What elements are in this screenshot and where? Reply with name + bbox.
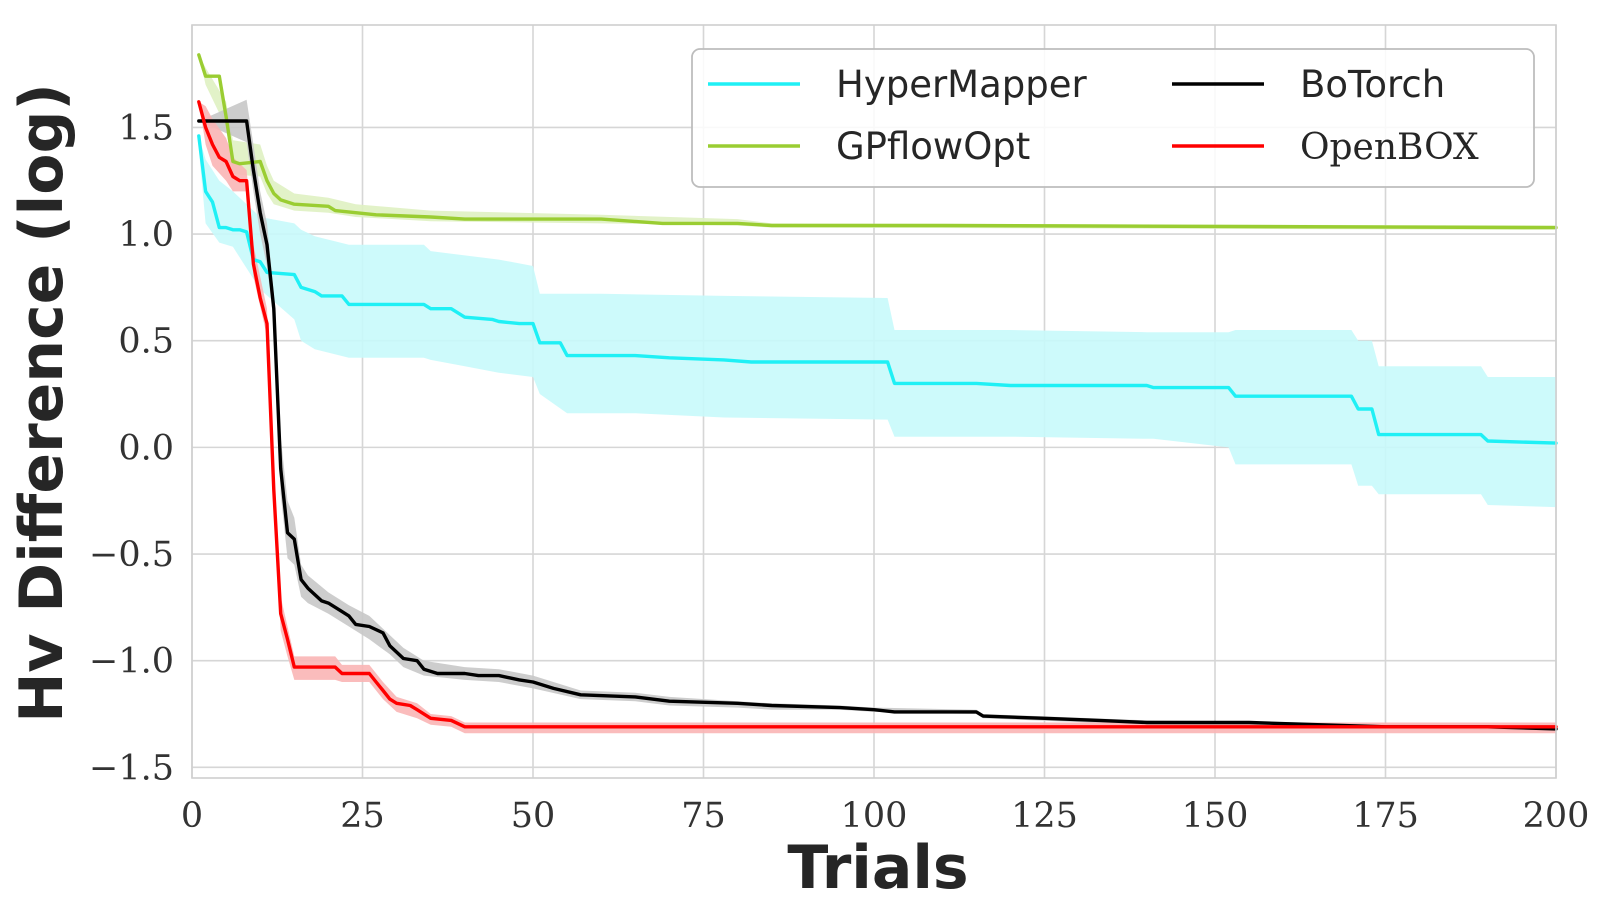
legend-box (691, 48, 1535, 188)
x-tick-label: 175 (1352, 796, 1419, 836)
x-tick-label: 0 (181, 796, 203, 836)
legend-label-gpflowopt: GPflowOpt (836, 125, 1030, 168)
series-line-openbox (197, 100, 1558, 729)
legend-label-openbox: OpenBOX (1300, 127, 1479, 168)
x-axis-title: Trials (787, 833, 968, 900)
legend: HyperMapper GPflowOpt BoTorch OpenBOX (691, 48, 1535, 188)
band-gpflowopt (198, 54, 1556, 230)
y-axis-title: Hv Difference (log) (7, 83, 77, 723)
plot-frame (191, 24, 1557, 779)
series-lines (197, 53, 1558, 731)
x-tick-label: 50 (511, 796, 556, 836)
y-tick-label: 0.0 (118, 428, 174, 468)
legend-label-hypermapper: HyperMapper (836, 63, 1088, 106)
series-line-botorch (197, 119, 1558, 731)
x-tick-label: 125 (1011, 796, 1078, 836)
x-tick-label: 200 (1523, 796, 1590, 836)
x-tick-label: 25 (340, 796, 385, 836)
legend-label-botorch: BoTorch (1300, 63, 1445, 106)
y-tick-label: 1.0 (118, 215, 174, 255)
y-tick-label: −1.0 (89, 642, 174, 682)
y-tick-label: 1.5 (118, 108, 174, 148)
band-hypermapper (198, 135, 1556, 508)
y-tick-label: −0.5 (89, 535, 174, 575)
x-tick-label: 75 (681, 796, 726, 836)
y-tick-label: 0.5 (118, 322, 174, 362)
x-tick-label: 150 (1182, 796, 1249, 836)
series-line-gpflowopt (197, 53, 1558, 230)
x-tick-label: 100 (841, 796, 908, 836)
x-axis-ticks: 0 25 50 75 100 125 150 175 200 (181, 796, 1590, 836)
y-axis-ticks: −1.5 −1.0 −0.5 0.0 0.5 1.0 1.5 (89, 108, 174, 788)
confidence-bands (198, 54, 1556, 734)
band-openbox (198, 101, 1556, 734)
y-tick-label: −1.5 (89, 748, 174, 788)
